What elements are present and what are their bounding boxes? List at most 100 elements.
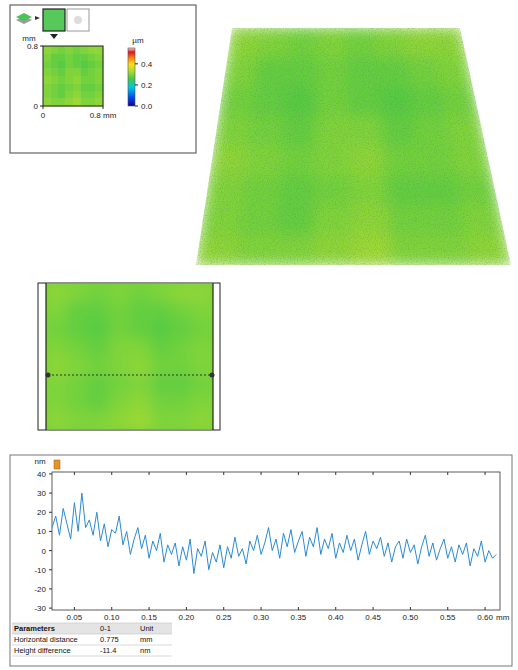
map-cell: [88, 357, 109, 376]
x-tick-top: [485, 472, 486, 475]
map-cell: [51, 46, 59, 54]
profile-endpoint: [210, 373, 215, 378]
map-cell: [88, 61, 96, 69]
map-cell: [81, 99, 89, 107]
profile-line: [48, 375, 212, 376]
map-cell: [66, 54, 74, 62]
map-cell: [81, 91, 89, 99]
y-tick-label: -20: [34, 585, 46, 594]
map-cell: [150, 375, 171, 394]
x-tick-label: 0.55: [440, 613, 456, 622]
map-cell: [67, 357, 88, 376]
map-cell: [73, 61, 81, 69]
x-tick-label: 0.05: [67, 613, 83, 622]
map-cell: [96, 84, 104, 92]
table-header-bg: [12, 623, 172, 634]
map-cell: [130, 320, 151, 339]
table-cell: Horizontal distance: [14, 635, 78, 644]
map-cell: [46, 284, 67, 302]
y-tick: [40, 106, 43, 107]
map-cell: [43, 54, 51, 62]
small-map: [43, 46, 103, 106]
view-icon: [67, 9, 89, 31]
profile-endpoint: [46, 373, 51, 378]
map-cell: [130, 284, 151, 302]
table-cell: -11.4: [100, 646, 117, 655]
map-ground: [46, 284, 213, 429]
map-cell: [96, 61, 104, 69]
y-tick-label: 40: [37, 470, 46, 479]
x-tick-top: [223, 472, 224, 475]
map-cell: [51, 84, 59, 92]
map-cell: [192, 375, 213, 394]
map-cell: [58, 99, 66, 107]
plot-area: [52, 472, 500, 610]
y-tick: [49, 550, 52, 551]
map-cell: [81, 61, 89, 69]
surface-texture: [190, 24, 515, 269]
map-cell: [192, 284, 213, 302]
map-cell: [43, 76, 51, 84]
y-tick: [40, 46, 43, 47]
table-cell: Height difference: [14, 646, 71, 655]
colorbar-tick-label: 0.0: [141, 102, 153, 111]
x-tick: [485, 607, 486, 610]
map-cell: [88, 76, 96, 84]
map-cell: [73, 46, 81, 54]
table-header: Unit: [140, 624, 154, 633]
map-cell: [109, 320, 130, 339]
map-cell: [73, 76, 81, 84]
map-cell: [73, 99, 81, 107]
map-cell: [46, 301, 67, 320]
profile-series: [52, 493, 496, 574]
y-tick-label: 30: [37, 489, 46, 498]
map-cell: [58, 91, 66, 99]
x-tick-label: 0.45: [365, 613, 381, 622]
map-cell: [171, 338, 192, 357]
map-cell: [67, 338, 88, 357]
map-cell: [109, 393, 130, 412]
y-tick: [49, 493, 52, 494]
x-tick: [186, 607, 187, 610]
y-tick-label: 0: [42, 547, 47, 556]
map-cell: [171, 393, 192, 412]
map-cell: [46, 412, 67, 429]
colorbar-tick-label: 0.4: [141, 60, 153, 69]
cursor-icon: [54, 460, 60, 469]
map-cell: [66, 61, 74, 69]
map-cell: [88, 338, 109, 357]
map-cell: [150, 284, 171, 302]
map-cell: [51, 76, 59, 84]
y-tick: [49, 569, 52, 570]
x-tick-label: 0: [41, 111, 46, 120]
map-cell: [88, 54, 96, 62]
colorbar-tick: [135, 63, 138, 64]
map-cell: [67, 393, 88, 412]
colorbar-label: µm: [132, 36, 144, 45]
y-tick-label: 10: [37, 527, 46, 536]
table-header: Parameters: [14, 624, 55, 633]
map-cell: [81, 76, 89, 84]
map-cell: [96, 54, 104, 62]
map-cell: [192, 412, 213, 429]
surface-3d: [190, 24, 515, 269]
map-cell: [88, 412, 109, 429]
map-cell: [58, 46, 66, 54]
page: 00.8 mm00.8mm0.00.20.4µm-30-20-100102030…: [0, 0, 518, 670]
map-cell: [130, 393, 151, 412]
map-cell: [43, 99, 51, 107]
map-cell: [88, 84, 96, 92]
y-tick: [49, 608, 52, 609]
x-tick: [447, 607, 448, 610]
x-tick-top: [261, 472, 262, 475]
map-cell: [73, 91, 81, 99]
x-tick-label: 0.30: [253, 613, 269, 622]
map-cell: [109, 338, 130, 357]
map-cell: [109, 412, 130, 429]
y-tick-label: 0.8: [27, 42, 39, 51]
x-tick-label: 0.35: [291, 613, 307, 622]
map-cell: [171, 412, 192, 429]
map-cell: [73, 84, 81, 92]
chart-frame: [10, 455, 512, 666]
x-tick-label: 0.40: [328, 613, 344, 622]
